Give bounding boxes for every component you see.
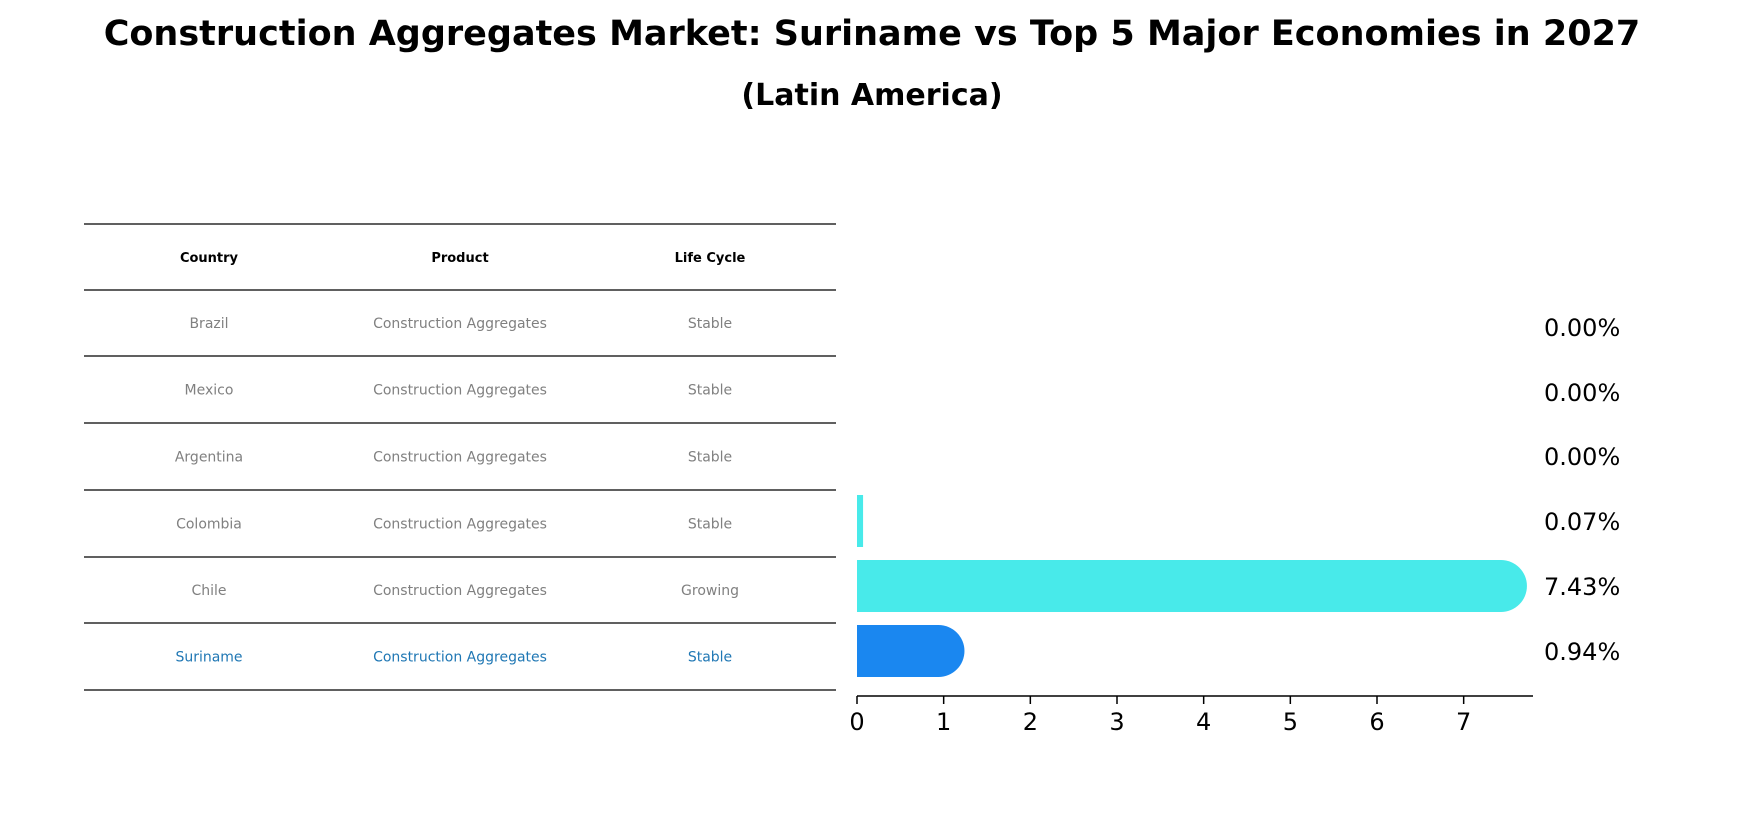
- bar-value-label: 0.00%: [1544, 443, 1620, 471]
- bar-value-label: 0.94%: [1544, 638, 1620, 666]
- table-cell-life-cycle: Stable: [688, 517, 732, 533]
- table-cell-country: Argentina: [175, 450, 243, 466]
- table-cell-life-cycle: Stable: [688, 450, 732, 466]
- table-cell-product: Construction Aggregates: [373, 450, 547, 466]
- chart-subtitle: (Latin America): [741, 78, 1003, 113]
- table-header-cell: Life Cycle: [675, 251, 746, 266]
- table-cell-product: Construction Aggregates: [373, 316, 547, 332]
- x-tick-label: 6: [1369, 708, 1384, 736]
- x-tick-label: 2: [1023, 708, 1038, 736]
- table-cell-product: Construction Aggregates: [373, 583, 547, 599]
- x-tick-label: 1: [936, 708, 951, 736]
- bar-value-label: 0.07%: [1544, 508, 1620, 536]
- table-cell-product: Construction Aggregates: [373, 650, 547, 666]
- table-cell-country: Mexico: [185, 383, 234, 399]
- table-cell-country: Colombia: [176, 517, 242, 533]
- x-axis: 0 1 2 3 4 5 6 7: [849, 695, 1533, 736]
- bar-suriname: [857, 625, 965, 677]
- table-header-cell: Product: [431, 251, 488, 266]
- x-tick-label: 5: [1283, 708, 1298, 736]
- table-cell-product: Construction Aggregates: [373, 383, 547, 399]
- x-tick-label: 7: [1456, 708, 1471, 736]
- x-tick-label: 4: [1196, 708, 1211, 736]
- bar-chart: 0.00% 0.00% 0.00% 0.07% 7.43% 0.94%: [857, 314, 1620, 677]
- table-cell-life-cycle: Stable: [688, 650, 732, 666]
- table-cell-life-cycle: Growing: [681, 583, 739, 599]
- x-tick-label: 3: [1109, 708, 1124, 736]
- x-tick-label: 0: [849, 708, 864, 736]
- bar-value-label: 0.00%: [1544, 314, 1620, 342]
- bar-colombia: [857, 495, 864, 547]
- table-cell-country: Brazil: [189, 316, 228, 332]
- table-cell-country: Suriname: [175, 650, 242, 666]
- table-header-cell: Country: [180, 251, 239, 266]
- data-table: Country Product Life Cycle Brazil Constructi…: [84, 223, 836, 691]
- table-cell-country: Chile: [191, 583, 226, 599]
- table-cell-life-cycle: Stable: [688, 383, 732, 399]
- chart-title: Construction Aggregates Market: Suriname…: [103, 14, 1641, 54]
- bar-chile: [857, 560, 1527, 612]
- bar-value-label: 0.00%: [1544, 379, 1620, 407]
- bar-value-label: 7.43%: [1544, 573, 1620, 601]
- table-cell-life-cycle: Stable: [688, 316, 732, 332]
- table-cell-product: Construction Aggregates: [373, 517, 547, 533]
